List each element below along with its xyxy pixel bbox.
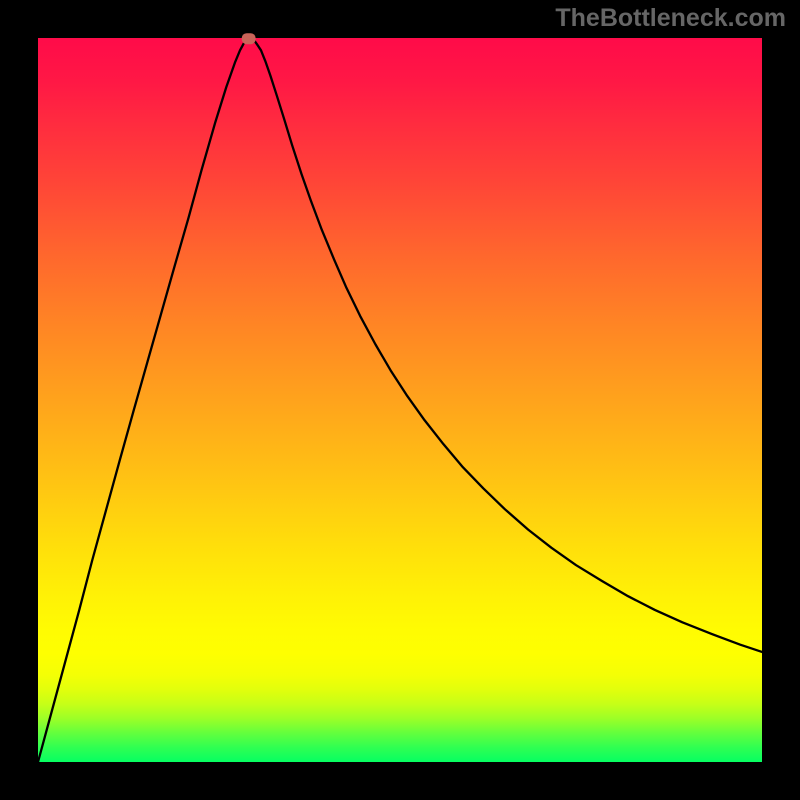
bottleneck-chart (0, 0, 800, 800)
plot-background (38, 38, 762, 762)
bottleneck-marker (242, 33, 256, 44)
chart-container: TheBottleneck.com (0, 0, 800, 800)
watermark-text: TheBottleneck.com (555, 4, 786, 33)
